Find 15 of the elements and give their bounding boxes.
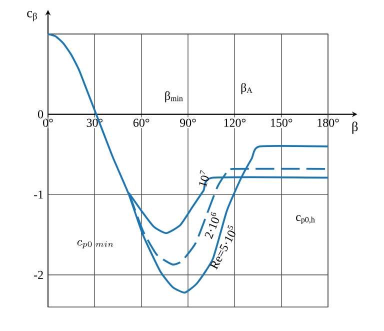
x-tick-label: 150°: [270, 118, 292, 127]
y-tick-label: -2: [34, 270, 43, 279]
annotation: β$_{min}$: [165, 91, 183, 102]
x-axis-title: β: [352, 122, 358, 134]
y-axis-title: c$_{β}$: [27, 11, 37, 22]
x-tick-label: 60°: [133, 118, 150, 127]
y-tick-label: 0: [38, 110, 44, 118]
annotation: β$_{A}$: [241, 83, 252, 94]
text: 10$^{7}$: [199, 170, 209, 188]
x-tick-label: 120°: [224, 118, 246, 127]
x-tick-label: 0°: [43, 118, 53, 127]
x-tick-label: 90°: [180, 118, 196, 127]
x-tick-label: 180°: [318, 118, 339, 127]
y-tick-label: -1: [34, 190, 43, 199]
annotation: c$_{p0,h}$: [296, 215, 315, 224]
